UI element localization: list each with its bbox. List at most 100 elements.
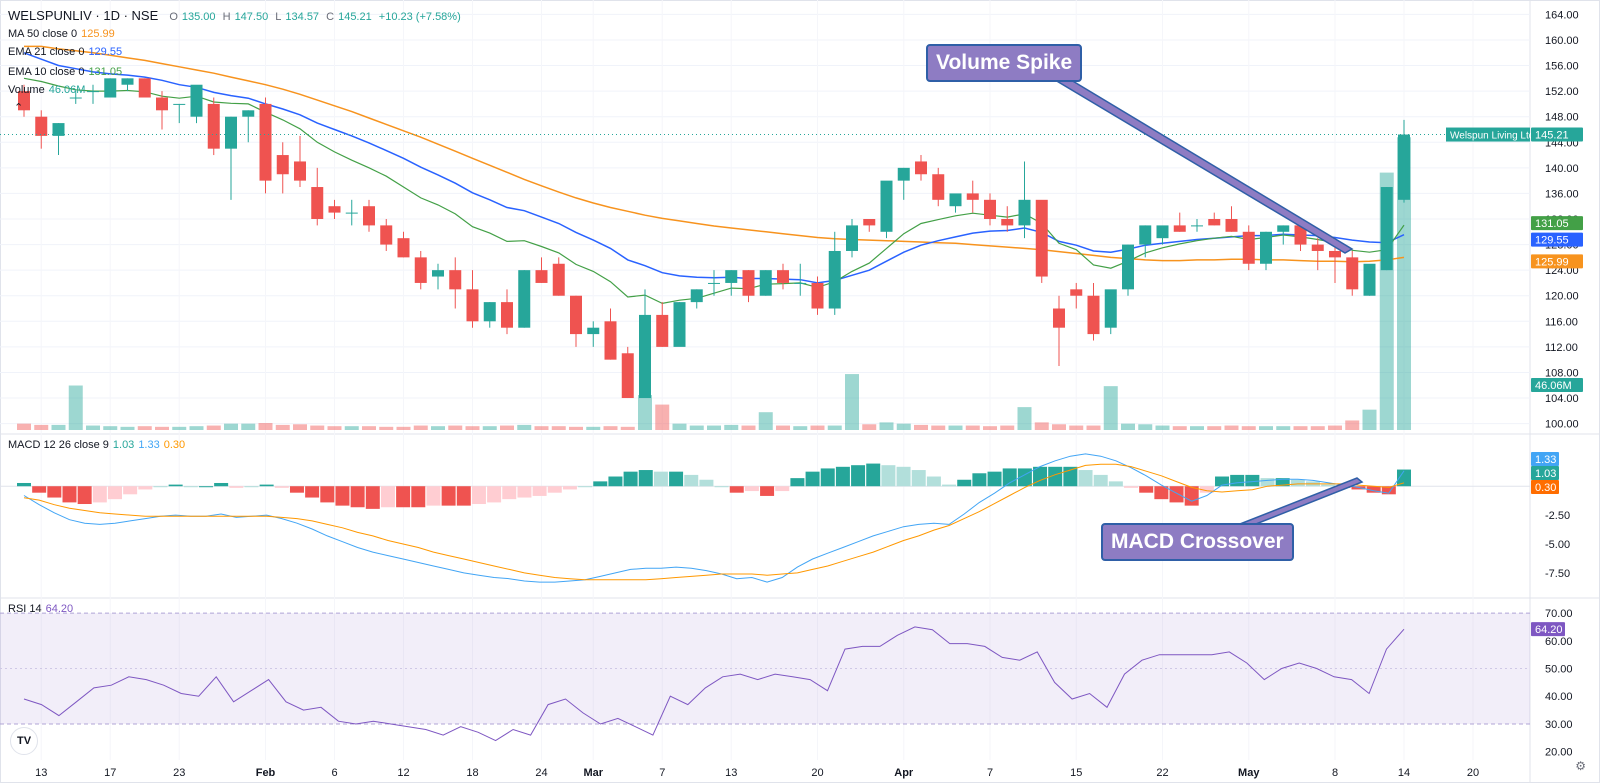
open-label: O [169, 11, 178, 23]
volume-bar [120, 426, 135, 430]
low-label: L [275, 11, 282, 23]
candle-body [397, 238, 410, 258]
legend-ema21[interactable]: EMA 21 close 0 129.55 [8, 45, 126, 59]
volume-bar [137, 426, 152, 430]
macd-tick-label: -7.50 [1545, 568, 1570, 580]
volume-bar [948, 425, 963, 430]
volume-bar [1069, 425, 1084, 430]
candle-body [1208, 219, 1221, 226]
time-tick-label: 7 [659, 767, 665, 779]
price-tick-label: 136.00 [1545, 188, 1579, 200]
candle-body [1398, 134, 1410, 200]
candle-body [1053, 308, 1065, 328]
macd-histogram-bar [1397, 469, 1411, 487]
time-tick-label: 24 [535, 767, 547, 779]
volume-spike-callout[interactable]: Volume Spike [926, 44, 1083, 82]
volume-bar [1224, 425, 1239, 430]
macd-histogram-bar [926, 476, 941, 487]
macd-histogram-bar [1275, 478, 1290, 487]
candle-body [449, 270, 462, 290]
macd-histogram-bar [744, 486, 759, 492]
volume-bar [793, 426, 808, 430]
rsi-label: RSI 14 [8, 603, 42, 615]
symbol-title[interactable]: WELSPUNLIV · 1D · NSE [8, 8, 159, 23]
candle-body [1070, 289, 1083, 296]
macd-histogram-bar [487, 486, 502, 503]
candle-body [587, 327, 600, 335]
macd-histogram-bar [502, 486, 517, 500]
candle-body [828, 250, 841, 309]
candle-body [570, 295, 582, 335]
macd-histogram-bar [305, 486, 320, 498]
legend-rsi[interactable]: RSI 14 64.20 [8, 602, 77, 616]
ma50-value: 125.99 [81, 28, 115, 40]
legend-volume[interactable]: Volume 46.06M [8, 83, 89, 97]
volume-bar [896, 423, 911, 430]
volume-bar [1276, 426, 1291, 430]
volume-bar [672, 423, 687, 430]
volume-bar [413, 425, 428, 430]
volume-tag: 46.06M [1535, 380, 1572, 392]
legend-ma50[interactable]: MA 50 close 0 125.99 [8, 27, 119, 41]
macd-histogram-bar [911, 470, 926, 487]
volume-bar [189, 426, 204, 430]
macd-histogram-bar [62, 486, 77, 503]
macd-histogram-bar [168, 484, 183, 487]
legend-ema10[interactable]: EMA 10 close 0 131.05 [8, 65, 126, 79]
macd-tick-label: -5.00 [1545, 539, 1570, 551]
macd-histogram-bar [851, 465, 866, 487]
macd-line [23, 453, 1405, 583]
volume-bar [344, 426, 359, 430]
price-tick-label: 140.00 [1545, 163, 1579, 175]
candle-body [673, 302, 686, 347]
candle-body [794, 282, 807, 284]
time-tick-label: 22 [1156, 767, 1168, 779]
settings-gear-icon[interactable]: ⚙ [1575, 759, 1586, 773]
macd-crossover-callout[interactable]: MACD Crossover [1101, 523, 1294, 561]
price-tick-label: 164.00 [1545, 9, 1579, 21]
candle-body [708, 282, 720, 284]
legend-macd[interactable]: MACD 12 26 close 9 1.03 1.33 0.30 [8, 438, 189, 452]
volume-bar [1017, 407, 1032, 430]
low-value: 134.57 [285, 11, 320, 23]
volume-bar [51, 424, 66, 430]
volume-bar [1121, 423, 1135, 430]
candle-body [915, 161, 927, 175]
volume-bar [741, 425, 756, 430]
candle-body [466, 289, 479, 322]
candle-body [345, 212, 358, 214]
candle-body [984, 199, 996, 219]
macd-label: MACD 12 26 close 9 [8, 439, 109, 451]
volume-bar [569, 426, 583, 430]
macd-histogram-bar [1063, 466, 1078, 487]
candle-body [1277, 225, 1290, 232]
candle-body [259, 103, 272, 181]
macd-histogram-bar [244, 486, 259, 488]
volume-bar [1207, 426, 1222, 430]
volume-bar [810, 425, 825, 430]
macd-histogram-bar [1033, 466, 1048, 487]
rsi-tick-label: 50.00 [1545, 664, 1573, 676]
price-tick-label: 120.00 [1545, 291, 1579, 303]
macd-signal-tag: 0.30 [1535, 482, 1556, 494]
candle-body [1122, 244, 1134, 290]
candle-body [759, 270, 772, 296]
macd-histogram-bar [77, 486, 92, 505]
candle-body [1035, 199, 1048, 277]
ma50-price-tag-bg [1531, 254, 1583, 269]
macd-histogram-bar [957, 479, 972, 487]
candle-body [846, 225, 858, 251]
price-tick-label: 100.00 [1545, 419, 1579, 431]
tradingview-logo-icon[interactable]: TV [10, 727, 38, 755]
collapse-legend-chevron-icon[interactable]: ⌃ [14, 102, 24, 114]
price-tick-label: 160.00 [1545, 35, 1579, 47]
macd-histogram-bar [274, 486, 289, 488]
ema21-price-tag-bg [1531, 232, 1583, 247]
volume-bar [1241, 426, 1256, 430]
volume-bar [448, 425, 463, 430]
volume-value: 46.06M [48, 84, 86, 96]
macd-histogram-bar [790, 478, 805, 487]
candle-body [225, 116, 237, 149]
volume-label: Volume [8, 84, 45, 96]
